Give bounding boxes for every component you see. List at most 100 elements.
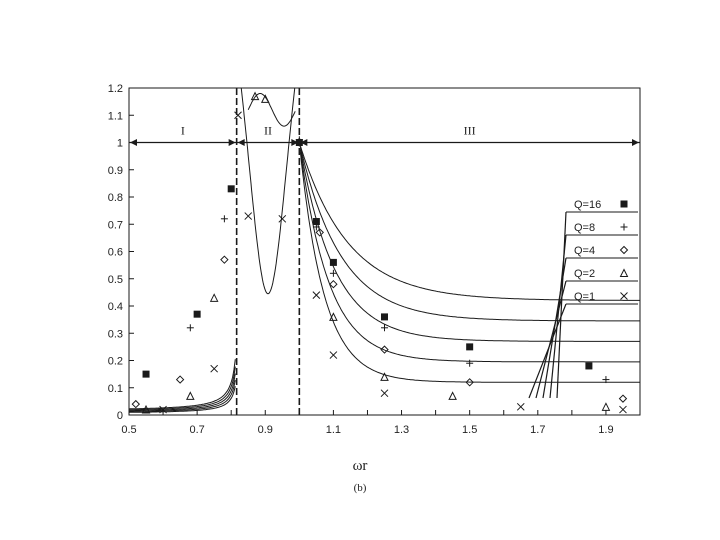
response-curve-region-ii-top	[247, 93, 296, 127]
data-point-q16	[585, 362, 593, 370]
arrow-head	[291, 139, 299, 146]
data-point-q2	[329, 312, 338, 321]
data-point-q16	[466, 343, 474, 351]
chart-axes: 0 0.1 0.2 0.3 0.4 0.5 0.6 0.7 0.8 0.9 1 1.1 1.2 0.5 0.…	[108, 83, 641, 436]
data-point-q8	[620, 223, 628, 231]
y-tick-label: 0.2	[108, 356, 123, 368]
response-curve-region-ii	[240, 88, 296, 295]
data-point-q1	[329, 351, 338, 359]
x-tick-label: 1.9	[598, 424, 613, 436]
arrow-head	[632, 139, 639, 146]
x-axis-label: ωr	[352, 458, 368, 474]
y-tick-label: 1	[117, 138, 123, 150]
data-point-q16	[329, 258, 337, 266]
data-point-q4	[618, 394, 628, 403]
y-tick-label: 0.9	[108, 165, 123, 177]
data-point-q8	[312, 223, 320, 231]
data-point-q2	[250, 91, 260, 101]
response-curve	[129, 379, 236, 412]
data-point-q4	[175, 375, 185, 384]
data-point-q4	[619, 245, 629, 255]
data-point-q8	[220, 215, 228, 223]
region-label: II	[264, 124, 272, 138]
legend-label: Q=1	[574, 291, 595, 303]
data-point-q2	[380, 372, 389, 381]
y-tick-label: 1.2	[108, 83, 123, 95]
arrow-head	[130, 139, 137, 146]
arrow-head	[237, 139, 245, 146]
data-point-q4	[465, 378, 474, 387]
data-point-q2	[260, 94, 270, 103]
data-point-q16	[620, 200, 628, 208]
y-tick-label: 0.3	[108, 328, 123, 340]
data-point-q1	[620, 292, 628, 300]
chart-markers	[131, 91, 628, 414]
response-curve	[299, 146, 640, 322]
data-point-q4	[295, 138, 304, 147]
response-curve	[299, 145, 640, 301]
arrow-head	[228, 139, 236, 146]
data-point-q4	[329, 279, 338, 289]
data-point-q2	[186, 391, 195, 400]
data-point-q16	[193, 310, 201, 318]
y-tick-label: 0.4	[108, 301, 123, 313]
data-point-q16	[312, 218, 320, 226]
data-point-q8	[466, 359, 474, 367]
region-label: I	[181, 124, 185, 138]
y-tick-label: 0.8	[108, 192, 123, 204]
legend-leader	[528, 303, 567, 399]
plot-frame	[128, 87, 641, 416]
y-tick-label: 0.1	[108, 383, 123, 395]
data-point-q16	[142, 370, 150, 378]
data-point-q2	[448, 391, 457, 400]
x-tick-label: 0.5	[121, 424, 136, 436]
data-point-q1	[278, 214, 287, 223]
legend-leader	[549, 234, 567, 399]
x-tick-label: 0.7	[189, 424, 204, 436]
data-point-q16	[381, 313, 388, 321]
chart-curves	[129, 88, 640, 413]
x-tick-label: 1.1	[326, 424, 341, 436]
legend-leader	[535, 280, 567, 399]
data-point-q8	[329, 269, 337, 277]
data-point-q4	[131, 399, 141, 409]
x-tick-label: 1.5	[462, 424, 477, 436]
data-point-q8	[381, 324, 388, 332]
x-tick-label: 0.9	[258, 424, 273, 436]
data-point-q1	[380, 389, 389, 398]
data-point-q1	[619, 405, 627, 414]
response-curve	[299, 148, 640, 342]
data-point-q2	[209, 293, 219, 302]
response-curve	[129, 373, 236, 412]
y-tick-label: 1.1	[108, 110, 123, 122]
region-label: III	[464, 124, 476, 138]
data-point-q1	[210, 364, 219, 373]
data-point-q1	[244, 212, 253, 220]
y-tick-label: 0.6	[108, 247, 123, 259]
legend-label: Q=16	[574, 199, 601, 211]
legend-leader	[556, 211, 567, 399]
y-tick-label: 0.5	[108, 274, 123, 286]
response-curve	[299, 152, 640, 383]
data-point-q8	[602, 376, 610, 384]
chart-legend: Q=16 Q=8 Q=4 Q=2 Q=1	[528, 199, 638, 399]
x-tick-label: 1.3	[394, 424, 409, 436]
figure-sublabel: (b)	[353, 482, 367, 494]
data-point-q1	[159, 405, 167, 414]
data-point-q4	[315, 228, 324, 237]
data-point-q2	[619, 268, 629, 277]
response-curve	[129, 366, 236, 411]
legend-label: Q=8	[574, 222, 595, 234]
legend-label: Q=2	[574, 268, 595, 280]
data-point-q1	[234, 111, 242, 120]
data-point-q2	[141, 404, 151, 414]
y-tick-label: 0.7	[108, 219, 123, 231]
response-curve	[129, 386, 236, 413]
data-point-q4	[380, 345, 389, 354]
data-point-q8	[186, 324, 194, 332]
data-point-q2	[601, 402, 611, 411]
y-tick-label: 0	[117, 410, 123, 422]
data-point-q4	[220, 255, 229, 264]
chart-regions: I II III	[129, 88, 640, 415]
